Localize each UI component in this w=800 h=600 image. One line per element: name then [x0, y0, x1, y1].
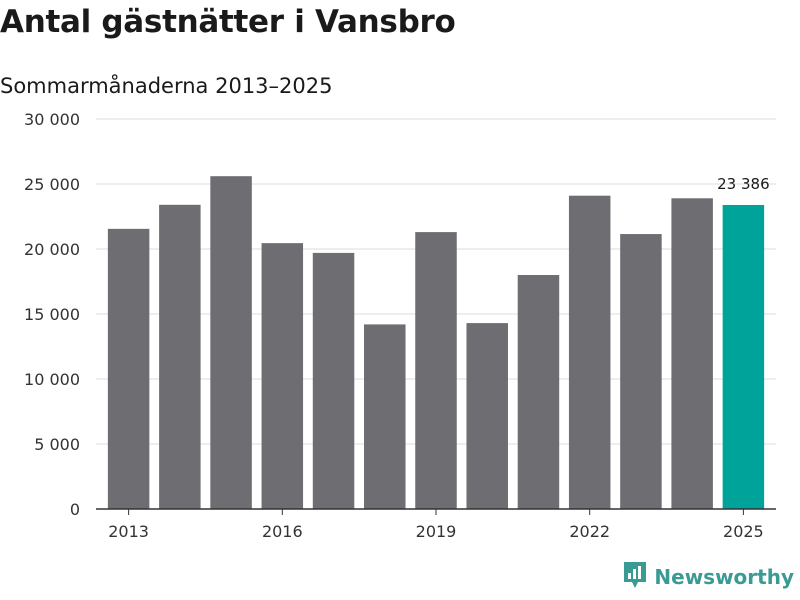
bar-2018 — [364, 324, 406, 509]
bar-2017 — [312, 252, 355, 509]
bar-2014 — [159, 204, 201, 510]
x-tick-label: 2019 — [416, 522, 457, 541]
bar-2015 — [210, 176, 252, 509]
chart-title: Antal gästnätter i Vansbro — [0, 4, 456, 40]
bar-2024 — [671, 198, 713, 510]
x-tick-label: 2025 — [723, 522, 764, 541]
bar-2019 — [415, 232, 457, 509]
x-axis-ticks: 2013 2016 2019 2022 2025 — [108, 509, 764, 541]
newsworthy-logo-icon — [622, 560, 648, 594]
y-tick-label: 15 000 — [24, 305, 80, 324]
data-label-2025: 23 386 — [717, 175, 770, 193]
y-tick-label: 10 000 — [24, 370, 80, 389]
bar-2025 — [722, 204, 765, 509]
x-tick-label: 2013 — [108, 522, 149, 541]
newsworthy-brand: Newsworthy — [622, 560, 794, 594]
bar-2013 — [107, 228, 150, 509]
x-tick-label: 2022 — [569, 522, 610, 541]
y-tick-label: 25 000 — [24, 175, 80, 194]
bar-2016 — [261, 243, 304, 509]
x-tick-label: 2016 — [262, 522, 303, 541]
bar-2022 — [568, 195, 611, 509]
data-labels: 23 386 — [717, 175, 770, 193]
brand-name: Newsworthy — [654, 565, 794, 589]
bar-2021 — [517, 275, 560, 509]
y-tick-label: 30 000 — [24, 110, 80, 129]
bars — [107, 176, 765, 510]
y-tick-label: 20 000 — [24, 240, 80, 259]
y-tick-label: 5 000 — [34, 435, 80, 454]
bar-2023 — [620, 234, 662, 510]
chart-subtitle: Sommarmånaderna 2013–2025 — [0, 74, 333, 98]
y-axis-ticks: 0 5 000 10 000 15 000 20 000 25 000 30 000 — [24, 110, 80, 519]
y-tick-label: 0 — [70, 500, 80, 519]
bar-2020 — [466, 323, 508, 509]
